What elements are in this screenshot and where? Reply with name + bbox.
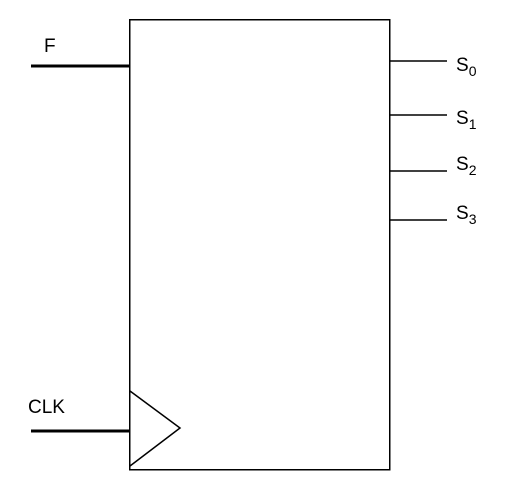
circuit-block [129, 19, 391, 471]
output-s0-label: S0 [456, 55, 477, 79]
output-s1-label: S1 [456, 108, 477, 132]
output-s2-label: S2 [456, 154, 477, 178]
clock-triangle-icon [129, 390, 182, 467]
clk-input-label: CLK [28, 397, 65, 418]
output-s3-label: S3 [456, 203, 477, 227]
output-s3: S3 [390, 203, 477, 227]
output-s1: S1 [390, 108, 477, 132]
output-s0: S0 [390, 55, 477, 79]
output-s2: S2 [390, 154, 477, 178]
f-input-label: F [44, 36, 56, 57]
